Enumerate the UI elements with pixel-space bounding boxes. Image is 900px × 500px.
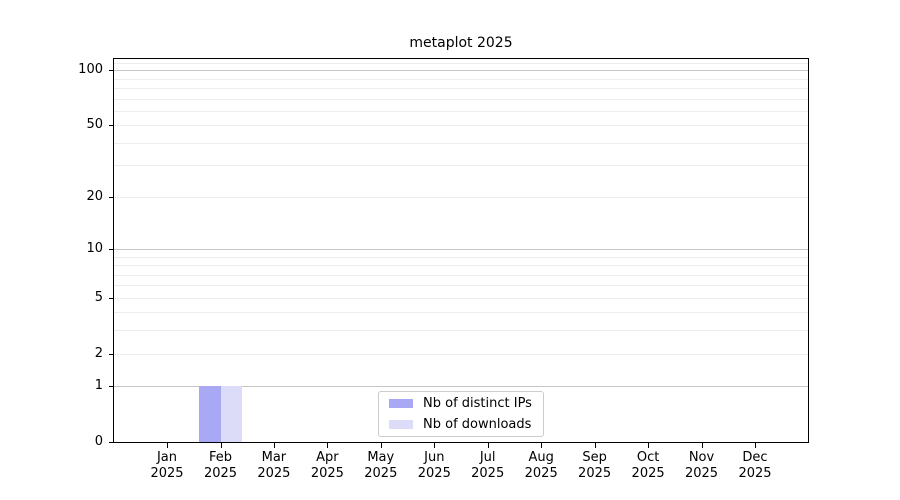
legend-label: Nb of distinct IPs (423, 395, 532, 411)
legend-label: Nb of downloads (423, 416, 532, 432)
gridline-minor (114, 196, 808, 198)
y-tick-label: 1 (94, 378, 103, 394)
x-tick-label-line: 2025 (417, 466, 451, 481)
gridline-minor (114, 125, 808, 127)
y-tick-label: 50 (86, 117, 103, 133)
x-tick-label-line: Dec (742, 450, 768, 465)
gridline-minor (114, 98, 808, 100)
x-tick-label-line: 2025 (364, 466, 398, 481)
distinct-ips-swatch-icon (389, 399, 413, 408)
x-tick-label-line: Apr (316, 450, 339, 465)
x-tick-label: Mar 2025 (246, 450, 302, 482)
bar-nb-of-downloads (220, 386, 242, 442)
y-tick-mark (109, 442, 113, 443)
x-tick-label-line: 2025 (203, 466, 238, 481)
y-tick-mark (109, 70, 113, 72)
legend: Nb of distinct IPs Nb of downloads (378, 391, 544, 437)
x-tick-mark (167, 443, 168, 448)
gridline-minor (114, 256, 808, 258)
gridline-minor (114, 142, 808, 144)
x-tick-label-line: 2025 (684, 466, 719, 481)
x-tick-mark (220, 443, 222, 448)
x-tick-label: Feb 2025 (193, 450, 249, 482)
x-tick-mark (273, 443, 275, 448)
gridline-major (114, 386, 808, 388)
legend-item: Nb of downloads (385, 416, 537, 434)
gridline-minor (114, 265, 808, 266)
x-tick-label-line: May (367, 450, 395, 465)
y-tick-mark (109, 353, 113, 355)
y-tick-mark (109, 125, 113, 127)
x-tick-label: Nov 2025 (674, 450, 730, 482)
y-tick-label: 20 (86, 188, 103, 204)
y-tick-label: 0 (94, 434, 103, 449)
gridline-minor (114, 285, 808, 287)
y-tick-mark (109, 297, 113, 299)
x-tick-mark (380, 443, 382, 448)
x-tick-label-line: 2025 (738, 466, 772, 481)
gridline-minor (114, 165, 808, 167)
gridline-major (114, 70, 808, 72)
chart-title: metaplot 2025 (409, 35, 513, 51)
gridline-minor (114, 297, 808, 299)
x-tick-label: Aug 2025 (513, 450, 569, 482)
gridline-minor (114, 330, 808, 332)
x-tick-mark (755, 443, 756, 448)
x-tick-label-line: Feb (208, 450, 233, 465)
x-tick-mark (434, 443, 436, 448)
x-tick-label-line: Mar (261, 450, 287, 465)
x-tick-label: Jan 2025 (139, 450, 195, 482)
x-tick-label-line: 2025 (471, 466, 505, 481)
x-tick-label-line: Oct (636, 450, 660, 465)
x-tick-label: Jun 2025 (406, 450, 462, 482)
gridline-major (114, 248, 808, 250)
x-tick-label: Dec 2025 (727, 450, 783, 482)
x-tick-label-line: Jun (424, 450, 445, 465)
x-tick-label: May 2025 (353, 450, 409, 482)
x-tick-label-line: 2025 (524, 466, 558, 481)
gridline-minor (114, 110, 808, 112)
x-tick-label: Apr 2025 (299, 450, 355, 482)
x-tick-mark (541, 443, 543, 448)
x-tick-label-line: Jul (479, 450, 496, 465)
x-tick-label-line: 2025 (578, 466, 612, 481)
x-tick-mark (327, 443, 329, 448)
x-tick-mark (594, 443, 596, 448)
y-tick-label: 10 (86, 240, 103, 256)
x-tick-label-line: 2025 (310, 466, 344, 481)
y-tick-mark (109, 248, 113, 250)
x-tick-mark (701, 443, 703, 448)
x-tick-label: Sep 2025 (567, 450, 623, 482)
x-tick-label-line: Nov (688, 450, 715, 465)
x-tick-label-line: Jan (156, 450, 178, 465)
gridline-minor (114, 353, 808, 355)
gridline-minor (114, 274, 808, 276)
gridline-minor (114, 312, 808, 314)
x-tick-label: Jul 2025 (460, 450, 516, 482)
x-tick-label-line: 2025 (150, 466, 184, 481)
x-tick-mark (487, 443, 489, 448)
plot-area (113, 58, 809, 443)
y-tick-label: 100 (78, 62, 103, 78)
x-tick-label-line: Sep (582, 450, 607, 465)
x-tick-mark (648, 443, 650, 448)
gridline-minor (114, 62, 808, 64)
downloads-swatch-icon (389, 420, 413, 429)
y-tick-label: 5 (94, 289, 103, 305)
y-tick-label: 2 (94, 345, 103, 361)
bar-nb-of-distinct-ips (199, 386, 221, 442)
x-tick-label: Oct 2025 (620, 450, 676, 482)
legend-item: Nb of distinct IPs (385, 395, 537, 413)
x-tick-label-line: 2025 (631, 466, 665, 481)
y-tick-mark (109, 196, 113, 198)
gridline-minor (114, 87, 808, 89)
x-tick-label-line: Aug (528, 450, 554, 465)
x-tick-label-line: 2025 (257, 466, 291, 481)
gridline-minor (114, 78, 808, 80)
y-tick-mark (109, 386, 113, 388)
